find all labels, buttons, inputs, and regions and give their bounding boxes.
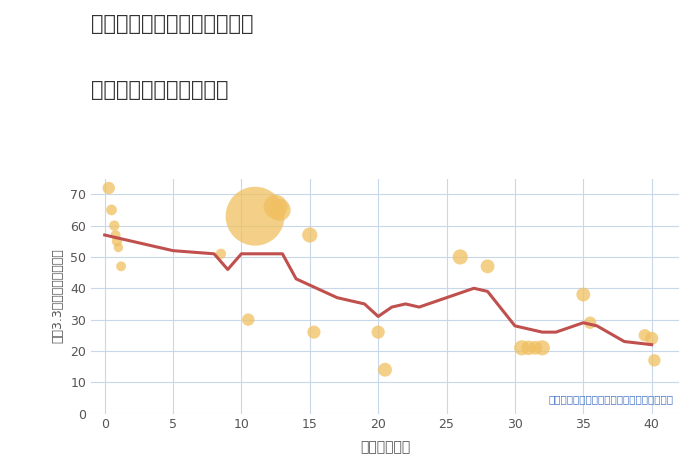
Point (308, 329, 319, 336)
Point (113, 244, 124, 251)
Point (270, 203, 281, 211)
Point (537, 344, 548, 352)
Point (530, 344, 541, 352)
Point (243, 316, 254, 323)
Point (110, 231, 121, 239)
Text: 築年数別中古戸建て価格: 築年数別中古戸建て価格 (91, 80, 228, 100)
Point (103, 184, 114, 192)
Point (454, 253, 466, 261)
Point (304, 231, 316, 239)
Text: 円の大きさは、取引のあった物件面積を示す: 円の大きさは、取引のあった物件面積を示す (548, 394, 673, 404)
Point (216, 250, 227, 258)
Point (116, 263, 127, 270)
X-axis label: 築年数（年）: 築年数（年） (360, 440, 410, 454)
Point (646, 335, 657, 342)
Point (106, 206, 117, 214)
Point (274, 206, 286, 214)
Point (584, 319, 596, 327)
Point (649, 357, 660, 364)
Point (111, 237, 122, 245)
Text: 兵庫県たつの市龍野町富永の: 兵庫県たつの市龍野町富永の (91, 14, 253, 34)
Point (639, 331, 650, 339)
Point (379, 366, 391, 374)
Point (523, 344, 534, 352)
Point (516, 344, 527, 352)
Point (108, 222, 120, 229)
Point (249, 212, 260, 220)
Y-axis label: 坪（3.3㎡）単価（万円）: 坪（3.3㎡）単価（万円） (52, 249, 64, 344)
Point (578, 291, 589, 298)
Point (482, 263, 493, 270)
Point (372, 329, 384, 336)
